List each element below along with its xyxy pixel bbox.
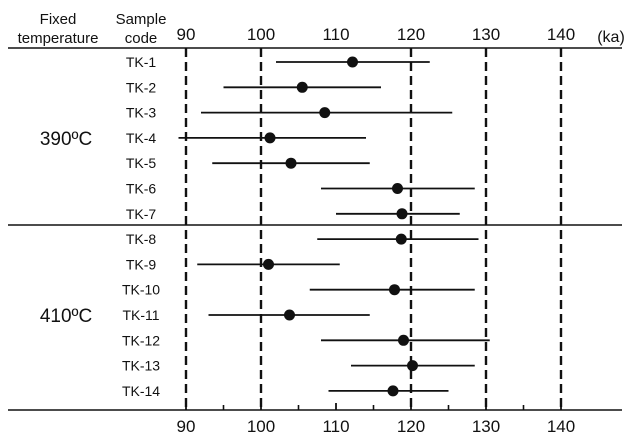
group-label-2: 410ºC (40, 306, 92, 327)
sample-label-tk-13: TK-13 (122, 358, 160, 374)
data-point-tk-10 (389, 284, 400, 296)
bottom-tick-label-120: 120 (397, 417, 425, 436)
sample-label-tk-9: TK-9 (126, 256, 157, 272)
sample-label-tk-10: TK-10 (122, 282, 160, 298)
sample-label-tk-4: TK-4 (126, 130, 157, 146)
header-fixed-temperature-line2: temperature (18, 30, 99, 47)
dashed-guide-lines (184, 48, 563, 410)
sample-label-tk-11: TK-11 (122, 307, 159, 323)
sample-label-tk-12: TK-12 (122, 332, 160, 348)
axis-unit-label: (ka) (597, 29, 625, 46)
sample-label-tk-14: TK-14 (122, 383, 160, 399)
top-tick-label-110: 110 (322, 25, 349, 44)
axis-ticks: 90 100 110 120 130 140 90 100 110 120 130 140 (177, 25, 576, 436)
data-point-tk-1 (347, 56, 358, 68)
top-tick-label-130: 130 (472, 25, 500, 44)
bottom-tick-label-100: 100 (247, 417, 275, 436)
sample-label-tk-3: TK-3 (126, 105, 157, 121)
top-tick-label-90: 90 (177, 25, 196, 44)
error-bars (178, 61, 490, 392)
top-tick-label-140: 140 (547, 25, 575, 44)
top-tick-label-120: 120 (397, 25, 425, 44)
top-tick-label-100: 100 (247, 25, 275, 44)
data-point-tk-3 (319, 107, 331, 119)
data-point-tk-6 (392, 183, 403, 194)
data-point-tk-7 (396, 208, 408, 220)
sample-label-tk-8: TK-8 (126, 231, 157, 247)
bottom-tick-label-110: 110 (322, 417, 349, 436)
header-sample-code-line2: code (125, 30, 158, 47)
chart-frame (8, 47, 622, 411)
sample-label-tk-7: TK-7 (126, 206, 157, 222)
sample-label-tk-6: TK-6 (126, 181, 157, 197)
data-point-tk-13 (407, 360, 418, 372)
bottom-tick-label-130: 130 (472, 417, 500, 436)
data-point-tk-5 (285, 157, 297, 169)
data-point-tk-14 (387, 385, 399, 397)
data-point-tk-12 (398, 334, 409, 346)
sample-labels: TK-1 TK-2 TK-3 TK-4 TK-5 TK-6 TK-7 TK-8 TK-9 TK-1… (122, 54, 160, 399)
header-sample-code-line1: Sample (116, 11, 167, 28)
bottom-tick-label-140: 140 (547, 417, 575, 436)
sample-label-tk-1: TK-1 (126, 54, 157, 70)
data-point-tk-11 (284, 309, 295, 321)
header-fixed-temperature-line1: Fixed (40, 11, 77, 28)
group-labels: 390ºC 410ºC (40, 129, 92, 327)
data-point-tk-9 (263, 258, 274, 270)
bottom-tick-label-90: 90 (177, 417, 196, 436)
sample-label-tk-5: TK-5 (126, 155, 157, 171)
data-points (263, 56, 418, 397)
data-point-tk-4 (264, 132, 276, 144)
table-header: Fixed temperature Sample code (ka) (18, 11, 625, 47)
sample-label-tk-2: TK-2 (126, 79, 157, 95)
data-point-tk-8 (395, 233, 407, 245)
data-point-tk-2 (296, 81, 308, 93)
group-label-1: 390ºC (40, 129, 92, 150)
